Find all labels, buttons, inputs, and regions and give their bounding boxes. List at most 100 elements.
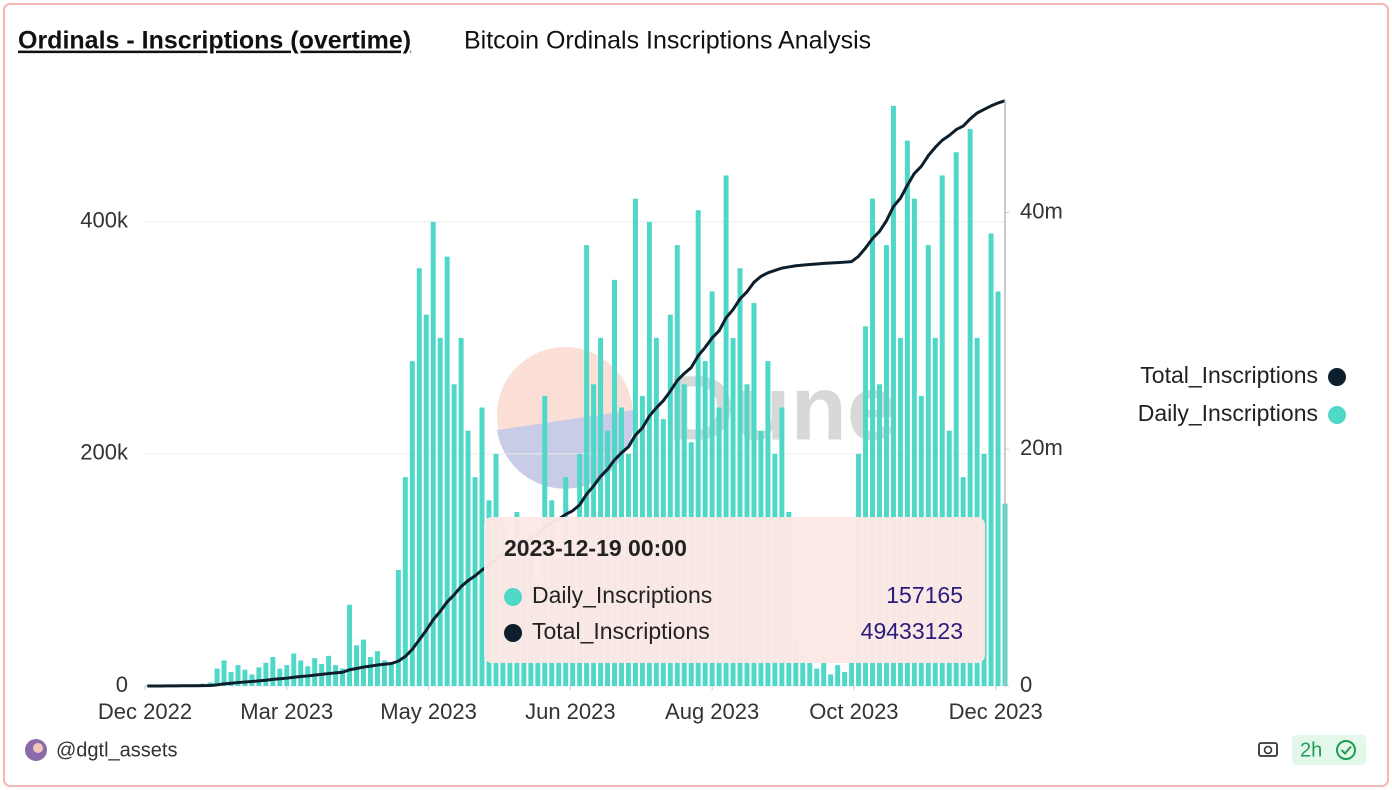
legend-swatch	[1328, 368, 1346, 386]
bar	[402, 477, 408, 686]
bar	[430, 221, 436, 686]
bar	[354, 645, 360, 686]
author[interactable]: @dgtl_assets	[56, 739, 177, 761]
bar	[842, 672, 848, 686]
tooltip-title: 2023-12-19 00:00	[504, 535, 687, 561]
x-tick-label: Jun 2023	[525, 699, 616, 724]
legend-label: Daily_Inscriptions	[1138, 400, 1318, 426]
bar	[284, 665, 290, 686]
bar	[883, 245, 889, 686]
bar	[988, 233, 994, 686]
bar	[709, 291, 715, 686]
freshness-badge[interactable]	[1292, 735, 1366, 765]
legend-label: Total_Inscriptions	[1140, 362, 1318, 388]
camera-body	[1258, 742, 1278, 757]
bar	[465, 430, 471, 686]
bar	[870, 198, 876, 686]
bar	[263, 662, 269, 686]
bar	[235, 665, 241, 686]
y-tick-label: 200k	[80, 440, 129, 465]
bar	[326, 655, 332, 686]
bar	[458, 337, 464, 686]
tooltip-swatch	[504, 588, 522, 606]
author-avatar-face	[33, 743, 43, 753]
camera-icon[interactable]	[1258, 742, 1278, 757]
bar	[646, 221, 652, 686]
bar	[395, 569, 401, 686]
x-tick-label: May 2023	[380, 699, 477, 724]
legend-swatch	[1328, 406, 1346, 424]
bar	[444, 256, 450, 686]
y2-tick-label: 40m	[1020, 198, 1063, 223]
bar	[388, 662, 394, 686]
x-tick-label: Dec 2022	[98, 699, 192, 724]
bar	[374, 651, 380, 686]
bar	[228, 672, 234, 686]
y2-tick-label: 20m	[1020, 435, 1063, 460]
bar	[730, 337, 736, 686]
bar	[214, 668, 220, 686]
overlay: Total_Inscriptions Daily_Inscriptions 2023…	[484, 100, 1346, 686]
bar	[939, 175, 945, 687]
bar	[598, 337, 604, 686]
freshness-check-mark	[1340, 745, 1352, 755]
bar	[653, 337, 659, 686]
bar	[667, 314, 673, 686]
bar	[340, 668, 346, 686]
bar	[416, 268, 422, 686]
bar	[911, 198, 917, 686]
bar	[995, 291, 1001, 686]
bar	[312, 658, 318, 686]
bar	[270, 656, 276, 686]
bar	[347, 604, 353, 686]
bar	[814, 668, 820, 686]
camera-lens	[1263, 745, 1273, 755]
bar	[828, 674, 834, 686]
line	[147, 99, 1006, 688]
bar	[932, 337, 938, 686]
bar	[367, 656, 373, 686]
footer: @dgtl_assets 2h	[25, 735, 1366, 765]
bar	[821, 656, 827, 686]
freshness-check	[1336, 740, 1356, 760]
bar	[723, 175, 729, 687]
bar	[612, 279, 618, 686]
y-tick-label: 0	[116, 672, 128, 697]
bar	[849, 662, 855, 686]
bar	[381, 660, 387, 686]
bar	[437, 337, 443, 686]
x-tick-label: Dec 2023	[949, 699, 1043, 724]
bar	[256, 667, 262, 686]
bar	[751, 303, 757, 686]
freshness: 2h	[1300, 739, 1322, 761]
chart-subtitle: Bitcoin Ordinals Inscriptions Analysis	[464, 27, 871, 55]
bar	[479, 407, 485, 686]
tooltip-swatch	[504, 624, 522, 642]
y-tick-label: 400k	[80, 208, 129, 233]
x-tick-label: Mar 2023	[240, 699, 333, 724]
x-tick-label: Oct 2023	[809, 699, 898, 724]
tooltip-value: 49433123	[861, 618, 963, 644]
bar	[925, 245, 931, 686]
tooltip-series: Total_Inscriptions	[532, 618, 710, 644]
bar	[221, 660, 227, 686]
bar	[632, 198, 638, 686]
chart-title[interactable]: Ordinals - Inscriptions (overtime)	[18, 27, 411, 55]
bar	[291, 653, 297, 686]
bar	[472, 477, 478, 686]
bar	[674, 245, 680, 686]
bar	[360, 639, 366, 686]
bar	[737, 268, 743, 686]
tooltip-value: 157165	[886, 582, 963, 608]
bar	[451, 384, 457, 686]
bar	[890, 105, 896, 686]
tooltip-box	[484, 517, 985, 663]
bar	[967, 129, 973, 687]
bar	[423, 314, 429, 686]
bar	[904, 140, 910, 686]
tooltip-series: Daily_Inscriptions	[532, 582, 712, 608]
x-tick-label: Aug 2023	[665, 699, 759, 724]
bar	[695, 210, 701, 687]
